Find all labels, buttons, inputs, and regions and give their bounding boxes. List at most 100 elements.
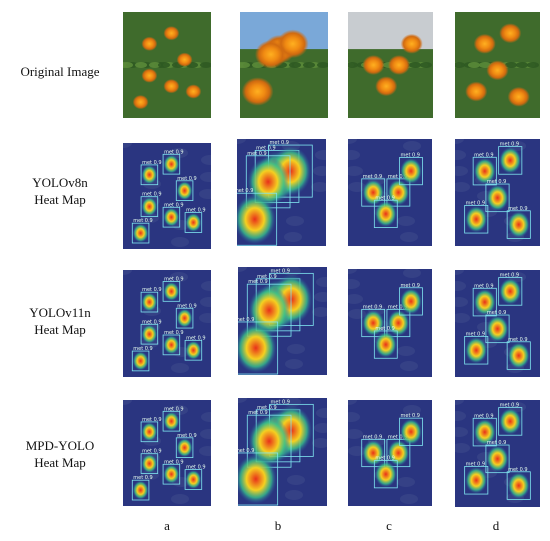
detection-box <box>399 287 423 316</box>
detection-box-label: met 0.9 <box>238 448 254 454</box>
detection-box-label: met 0.9 <box>142 319 161 325</box>
detection-box <box>399 157 423 186</box>
marigold-flower <box>473 33 496 54</box>
yolov8n-heatmap-d: met 0.9 met 0.9 met 0.9 met 0.9 met 0.9 <box>455 139 540 246</box>
detection-box <box>238 452 279 506</box>
heat-spot <box>141 422 158 442</box>
heat-spot <box>486 445 509 473</box>
detection-box-label: met 0.9 <box>256 145 275 151</box>
detection-box-label: met 0.9 <box>186 335 205 341</box>
detection-box-label: met 0.9 <box>466 461 485 467</box>
detection-box <box>373 460 398 489</box>
heat-spot <box>374 331 397 358</box>
detection-box-label: met 0.9 <box>257 405 276 411</box>
row-label-line2: Heat Map <box>34 192 86 207</box>
marigold-flower <box>499 23 522 44</box>
heat-spot <box>374 461 397 488</box>
detection-box-label: met 0.9 <box>237 188 253 194</box>
heat-spot <box>362 179 385 206</box>
detection-box <box>184 339 203 361</box>
yolov11n-heatmap-a: met 0.9 met 0.9 met 0.9 met 0.9 met 0.9 met 0… <box>123 270 211 377</box>
mpd-yolo-heatmap-a: met 0.9 met 0.9 met 0.9 met 0.9 met 0.9 met 0… <box>123 400 211 506</box>
detection-box-label: met 0.9 <box>487 440 506 446</box>
heat-spot <box>237 194 276 245</box>
detection-box <box>472 156 497 186</box>
detection-box-label: met 0.9 <box>500 403 519 409</box>
detection-box-label: met 0.9 <box>363 174 382 180</box>
detection-box-label: met 0.9 <box>133 218 152 224</box>
marigold-flower <box>507 86 530 107</box>
heat-spot <box>465 336 488 364</box>
heat-spot <box>141 324 158 344</box>
heat-spot <box>176 308 193 328</box>
detection-box-label: met 0.9 <box>142 449 161 455</box>
heat-spot <box>473 157 496 185</box>
detection-box <box>386 438 411 468</box>
heat-spot <box>507 211 530 238</box>
detection-box-label: met 0.9 <box>388 434 407 440</box>
yolov11n-heatmap-d: met 0.9 met 0.9 met 0.9 met 0.9 met 0.9 <box>455 270 540 377</box>
detection-box-label: met 0.9 <box>133 346 152 352</box>
detection-box-label: met 0.9 <box>466 331 485 337</box>
detection-box <box>162 334 181 356</box>
detection-box <box>485 183 510 213</box>
detection-box-label: met 0.9 <box>186 208 205 214</box>
detection-box <box>373 330 398 359</box>
detection-box <box>472 287 497 317</box>
detection-box-label: met 0.9 <box>271 268 290 274</box>
detection-box <box>386 178 411 207</box>
original-image-b <box>240 12 328 118</box>
original-image-d <box>455 12 540 118</box>
detection-box <box>386 308 411 338</box>
detection-box <box>498 407 523 436</box>
heat-spot <box>473 418 496 446</box>
heat-spot <box>507 472 530 499</box>
row-label-line2: Heat Map <box>34 322 86 337</box>
detection-box <box>140 164 159 186</box>
detection-box-label: met 0.9 <box>164 459 183 465</box>
detection-box <box>184 212 203 233</box>
marigold-flower <box>465 81 488 102</box>
detection-box <box>140 421 159 443</box>
yolov8n-heatmap-a: met 0.9 met 0.9 met 0.9 met 0.9 met 0.9 met 0… <box>123 143 211 249</box>
heat-spot <box>247 156 289 207</box>
detection-box-label: met 0.9 <box>142 192 161 198</box>
detection-box <box>472 417 497 447</box>
column-label-b: b <box>274 518 282 533</box>
detection-box <box>373 199 398 228</box>
detection-box-label: met 0.9 <box>271 399 290 405</box>
detection-box-label: met 0.9 <box>375 456 394 462</box>
heat-spot <box>238 323 277 373</box>
detection-box <box>485 444 510 474</box>
row-label-line1: YOLOv11n <box>29 305 91 320</box>
marigold-flower <box>387 55 411 75</box>
heat-spot <box>176 438 193 458</box>
detection-box-label: met 0.9 <box>142 417 161 423</box>
heat-spot <box>132 223 149 243</box>
detection-box <box>361 438 386 468</box>
detection-box <box>140 291 159 313</box>
heat-spot <box>499 408 522 435</box>
detection-box-label: met 0.9 <box>133 475 152 481</box>
detection-box-label: met 0.9 <box>164 330 183 336</box>
detection-box <box>175 307 194 329</box>
detection-box-label: met 0.9 <box>363 434 382 440</box>
marigold-flower <box>375 76 398 97</box>
detection-box <box>361 178 386 207</box>
detection-box-label: met 0.9 <box>487 179 506 185</box>
detection-box-label: met 0.9 <box>142 160 161 166</box>
detection-box-label: met 0.9 <box>238 317 254 323</box>
detection-box-label: met 0.9 <box>164 202 183 208</box>
detection-box-label: met 0.9 <box>270 140 289 146</box>
detection-box-label: met 0.9 <box>401 283 420 289</box>
heat-spot <box>141 197 158 217</box>
detection-box <box>464 336 489 365</box>
heat-spot <box>185 469 202 490</box>
marigold-flower <box>176 52 193 67</box>
detection-box-label: met 0.9 <box>375 326 394 332</box>
column-label-a: a <box>164 518 170 533</box>
heat-spot <box>176 181 193 201</box>
row-label-yolov8n: YOLOv8n Heat Map <box>0 174 120 208</box>
detection-box <box>464 205 489 234</box>
